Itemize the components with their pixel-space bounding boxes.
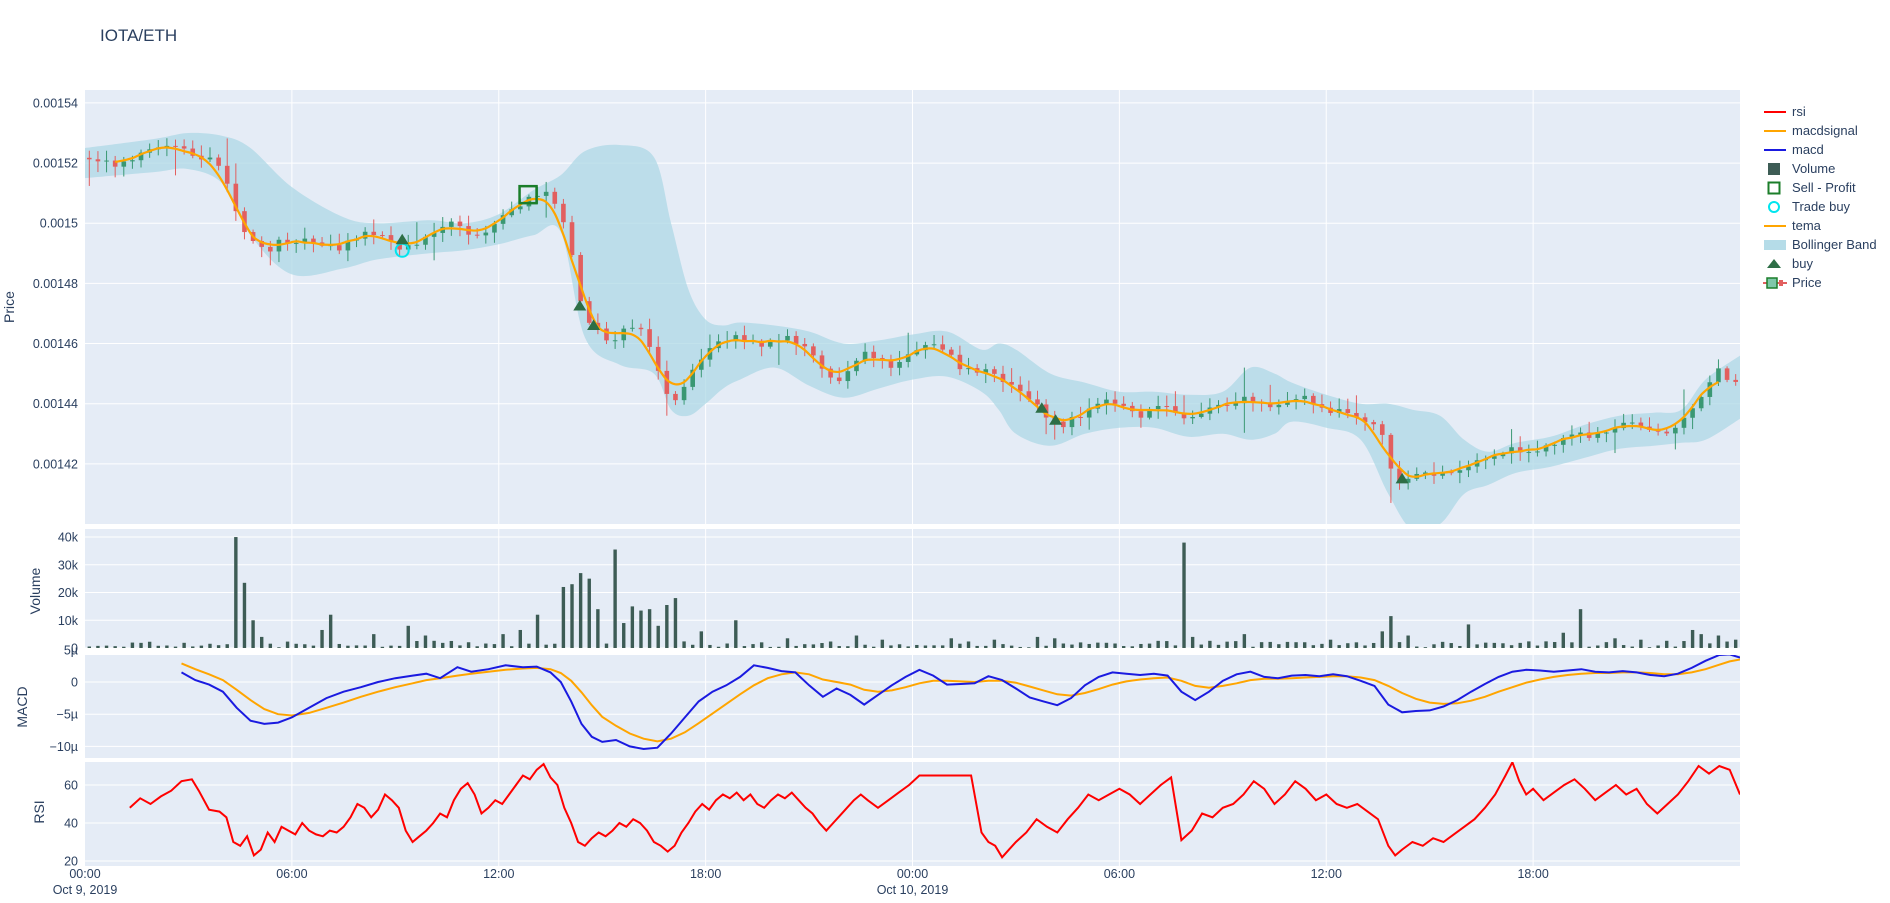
svg-text:40: 40 [64,817,78,831]
legend-item-macd[interactable]: macd [1763,140,1877,159]
legend-item-trade-buy[interactable]: Trade buy [1763,197,1877,216]
legend-swatch-line [1763,218,1789,234]
svg-text:Price: Price [1,291,17,323]
svg-text:0.00142: 0.00142 [33,457,78,471]
svg-text:30k: 30k [58,558,79,572]
legend-label: macdsignal [1792,123,1858,138]
tema-line [114,146,1720,478]
svg-text:Oct 10, 2019: Oct 10, 2019 [877,883,949,897]
legend-swatch-circle-open [1763,199,1789,215]
legend-swatch-triangle [1763,256,1789,272]
price-series [85,132,1740,524]
volume-gridlines [85,529,1740,649]
legend-item-bollinger-band[interactable]: Bollinger Band [1763,235,1877,254]
legend-swatch-line [1763,142,1789,158]
legend-swatch-line [1763,123,1789,139]
buy-marker [587,319,601,330]
rsi-series [129,762,1740,859]
legend-label: Bollinger Band [1792,237,1877,252]
legend-swatch-square-fill [1763,161,1789,177]
volume-bars [87,537,1738,648]
svg-text:40k: 40k [58,531,79,545]
legend-item-macdsignal[interactable]: macdsignal [1763,121,1877,140]
axis-labels: 0.00154 0.00152 0.0015 0.00148 0.00146 0.0014… [1,96,1549,897]
svg-text:−5µ: −5µ [57,708,78,722]
legend-label: Price [1792,275,1822,290]
svg-text:0.0015: 0.0015 [40,217,78,231]
buy-marker [395,233,409,245]
legend-label: buy [1792,256,1813,271]
svg-text:60: 60 [64,779,78,793]
svg-text:0.00144: 0.00144 [33,397,78,411]
sell-profit-marker [518,184,538,205]
svg-text:06:00: 06:00 [276,867,307,881]
buy-marker [1395,472,1409,484]
svg-text:RSI: RSI [31,800,47,823]
svg-text:0: 0 [71,642,78,656]
rsi-line [129,762,1740,859]
rsi-gridlines [85,762,1740,866]
svg-text:−10µ: −10µ [50,740,78,754]
macd-series [181,655,1740,751]
svg-text:0: 0 [71,676,78,690]
svg-text:20k: 20k [58,586,79,600]
legend-item-price[interactable]: Price [1763,273,1877,292]
legend-item-rsi[interactable]: rsi [1763,102,1877,121]
svg-text:18:00: 18:00 [1517,867,1548,881]
legend-item-volume[interactable]: Volume [1763,159,1877,178]
legend-label: Volume [1792,161,1836,176]
legend-label: macd [1792,142,1824,157]
svg-text:18:00: 18:00 [690,867,721,881]
svg-text:MACD: MACD [14,686,30,727]
legend-label: tema [1792,218,1821,233]
svg-text:12:00: 12:00 [483,867,514,881]
svg-text:5µ: 5µ [64,643,78,657]
chart-title: IOTA/ETH [100,26,178,45]
legend-item-buy[interactable]: buy [1763,254,1877,273]
macdsignal-line [181,658,1740,743]
svg-text:20: 20 [64,855,78,869]
svg-text:Oct 9, 2019: Oct 9, 2019 [53,883,118,897]
svg-text:06:00: 06:00 [1104,867,1135,881]
legend-swatch-band [1763,237,1789,253]
legend-swatch-candle [1763,275,1789,291]
buy-marker [573,299,587,311]
trade-markers [394,184,1409,484]
legend-item-sell-profit[interactable]: Sell - Profit [1763,178,1877,197]
bollinger-band [85,132,1740,524]
buy-marker [1049,414,1063,425]
svg-text:0.00146: 0.00146 [33,337,78,351]
svg-text:0.00154: 0.00154 [33,96,78,110]
legend-swatch-square-open [1763,180,1789,196]
legend-swatch-line [1763,104,1789,120]
macd-gridlines [85,655,1740,758]
legend-label: Trade buy [1792,199,1851,214]
macd-line [181,655,1740,751]
legend-item-tema[interactable]: tema [1763,216,1877,235]
svg-text:00:00: 00:00 [897,867,928,881]
svg-text:0.00148: 0.00148 [33,277,78,291]
svg-text:12:00: 12:00 [1311,867,1342,881]
legend: rsi macdsignal macd Volume Sell - Profit Trad… [1763,102,1877,292]
buy-marker [1035,402,1049,413]
svg-text:0.00152: 0.00152 [33,157,78,171]
svg-text:Volume: Volume [27,567,43,614]
svg-text:10k: 10k [58,614,79,628]
svg-text:00:00: 00:00 [69,867,100,881]
legend-label: rsi [1792,104,1806,119]
legend-label: Sell - Profit [1792,180,1856,195]
